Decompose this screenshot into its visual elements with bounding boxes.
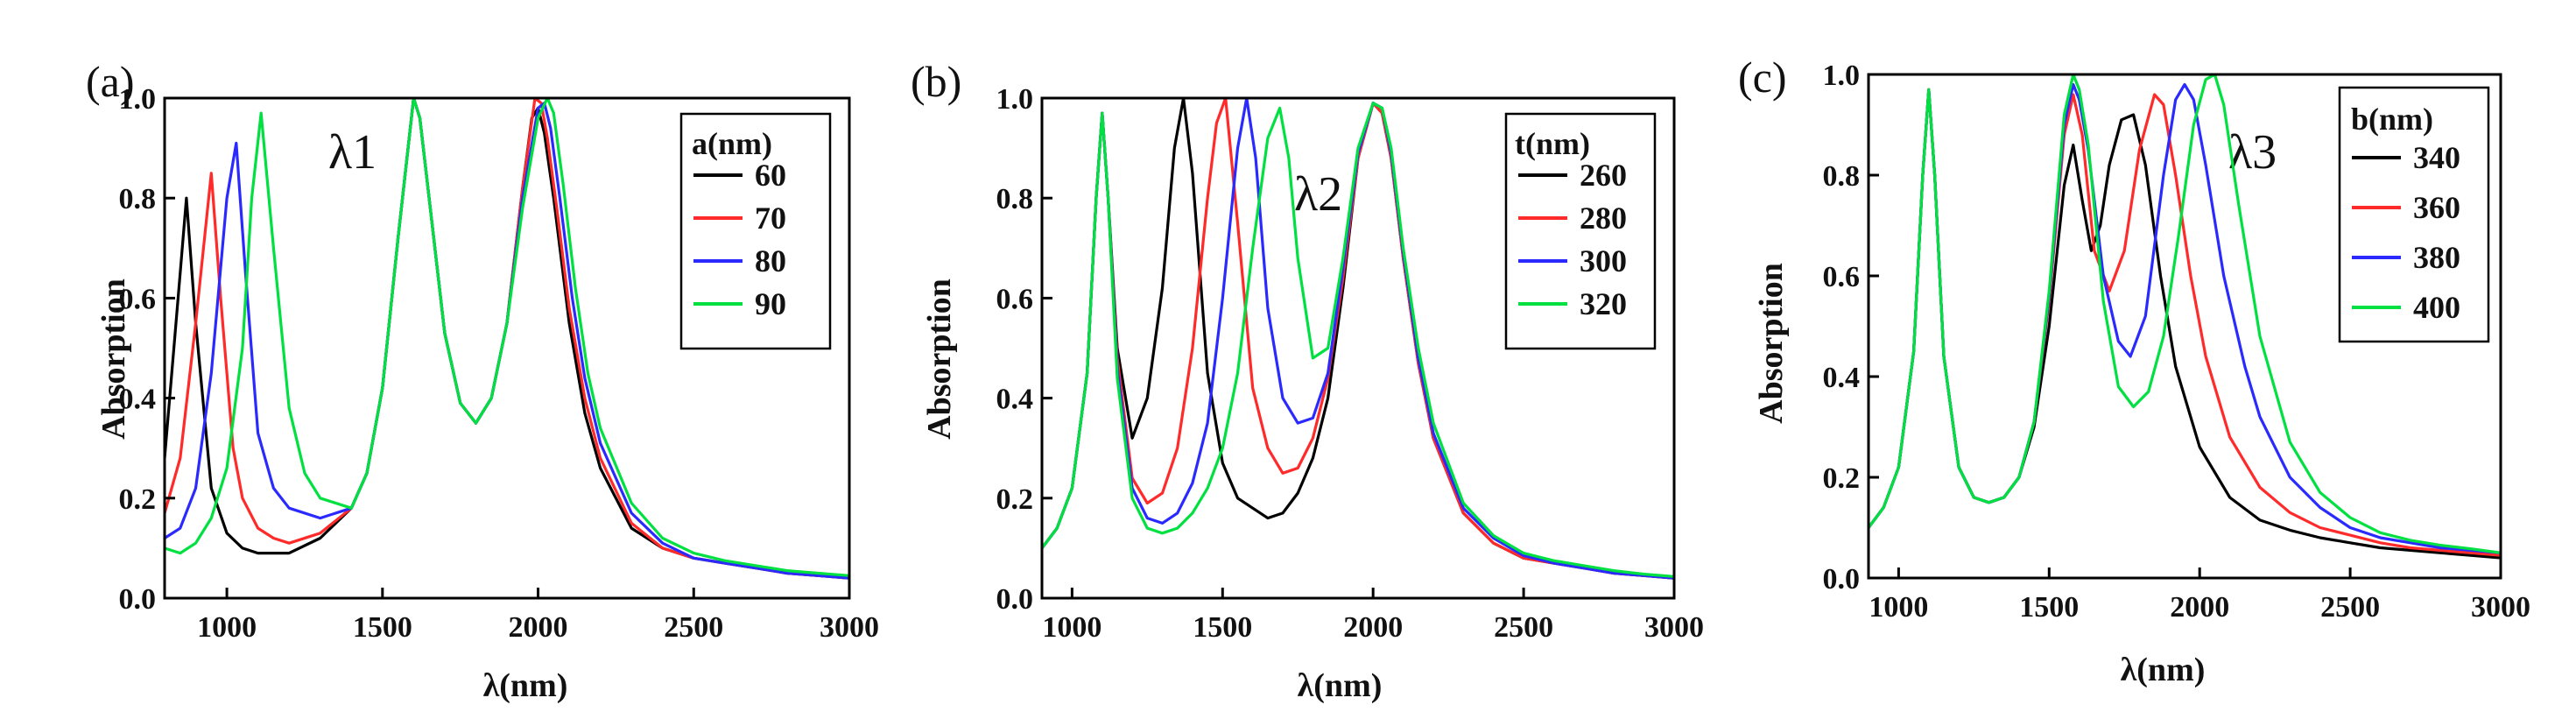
x-tick-label: 2500 <box>1494 611 1553 644</box>
x-tick-label: 1500 <box>2019 591 2079 624</box>
plot-frame <box>163 96 851 600</box>
y-tick-label: 0.6 <box>119 283 157 315</box>
panel-c-y-axis-title: Absorption <box>1753 263 1790 424</box>
panel-b-annotation: λ2 <box>1294 167 1342 222</box>
y-tick-label: 0.2 <box>996 483 1034 516</box>
y-tick-label: 0.0 <box>1823 563 1861 596</box>
legend-label-400: 400 <box>2413 290 2460 325</box>
panel-c-label: (c) <box>1738 53 1787 102</box>
series-line-90 <box>165 98 849 577</box>
y-tick-label: 0.6 <box>996 283 1034 315</box>
legend-box <box>2338 86 2490 343</box>
legend-label-260: 260 <box>1580 158 1627 193</box>
y-tick-label: 0.4 <box>996 384 1034 416</box>
x-tick-label: 3000 <box>820 611 879 644</box>
panel-c-annotation: λ3 <box>2228 125 2277 180</box>
x-tick-label: 3000 <box>2471 591 2530 624</box>
legend-label-360: 360 <box>2413 190 2460 225</box>
legend-label-60: 60 <box>755 158 786 193</box>
x-tick-label: 2500 <box>664 611 723 644</box>
y-tick-label: 1.0 <box>119 83 157 116</box>
x-tick-label: 1000 <box>1042 611 1101 644</box>
legend-label-380: 380 <box>2413 240 2460 275</box>
panel-b-label: (b) <box>911 57 961 106</box>
y-tick-label: 0.0 <box>119 583 157 616</box>
y-tick-label: 0.0 <box>996 583 1034 616</box>
x-tick-label: 2000 <box>509 611 568 644</box>
panel-c-x-axis-title: λ(nm) <box>2121 652 2206 688</box>
y-tick-label: 0.6 <box>1823 261 1861 293</box>
panel-a-legend-title: a(nm) <box>692 126 772 161</box>
x-tick-label: 1000 <box>197 611 257 644</box>
panel-a-x-axis-title: λ(nm) <box>483 667 568 704</box>
legend-box <box>679 112 832 350</box>
legend-box <box>1504 112 1657 350</box>
legend-label-80: 80 <box>755 243 786 278</box>
legend-label-90: 90 <box>755 286 786 321</box>
x-tick-label: 1000 <box>1869 591 1928 624</box>
panel-a-label: (a) <box>86 57 135 106</box>
panel-a-y-axis-title: Absorption <box>95 278 132 440</box>
x-tick-label: 2000 <box>1343 611 1403 644</box>
x-tick-label: 1500 <box>353 611 412 644</box>
y-tick-label: 0.2 <box>1823 462 1861 495</box>
y-tick-label: 1.0 <box>1823 60 1861 92</box>
x-tick-label: 3000 <box>1644 611 1704 644</box>
series-line-400 <box>1869 74 2501 554</box>
panel-c-legend-title: b(nm) <box>2351 102 2433 137</box>
legend-label-300: 300 <box>1580 243 1627 278</box>
x-tick-label: 2500 <box>2320 591 2380 624</box>
x-tick-label: 2000 <box>2170 591 2229 624</box>
panel-b-x-axis-title: λ(nm) <box>1298 667 1383 704</box>
panel-b-legend-title: t(nm) <box>1515 126 1590 161</box>
panel-b-y-axis-title: Absorption <box>921 278 958 440</box>
y-tick-label: 1.0 <box>996 83 1034 116</box>
y-tick-label: 0.4 <box>119 384 157 416</box>
y-tick-label: 0.8 <box>119 183 157 215</box>
plot-frame <box>1040 96 1676 600</box>
panel-a: (a) Absorption λ(nm) λ1 1000 1500 2000 2500… <box>86 57 879 704</box>
panel-b: (b) Absorption λ(nm) λ2 1000 1500 2000 2500… <box>911 57 1704 704</box>
panel-a-annotation: λ1 <box>328 125 377 180</box>
panel-c: (c) Absorption λ(nm) λ3 1000 1500 2000 2500… <box>1738 53 2530 688</box>
legend-label-340: 340 <box>2413 140 2460 175</box>
plot-frame <box>1867 73 2502 580</box>
legend-label-280: 280 <box>1580 201 1627 236</box>
series-line-320 <box>1042 102 1674 578</box>
y-tick-label: 0.8 <box>996 183 1034 215</box>
y-tick-label: 0.4 <box>1823 362 1861 394</box>
y-tick-label: 0.2 <box>119 483 157 516</box>
y-tick-label: 0.8 <box>1823 160 1861 193</box>
legend-label-320: 320 <box>1580 286 1627 321</box>
x-tick-label: 1500 <box>1193 611 1252 644</box>
legend-label-70: 70 <box>755 201 786 236</box>
